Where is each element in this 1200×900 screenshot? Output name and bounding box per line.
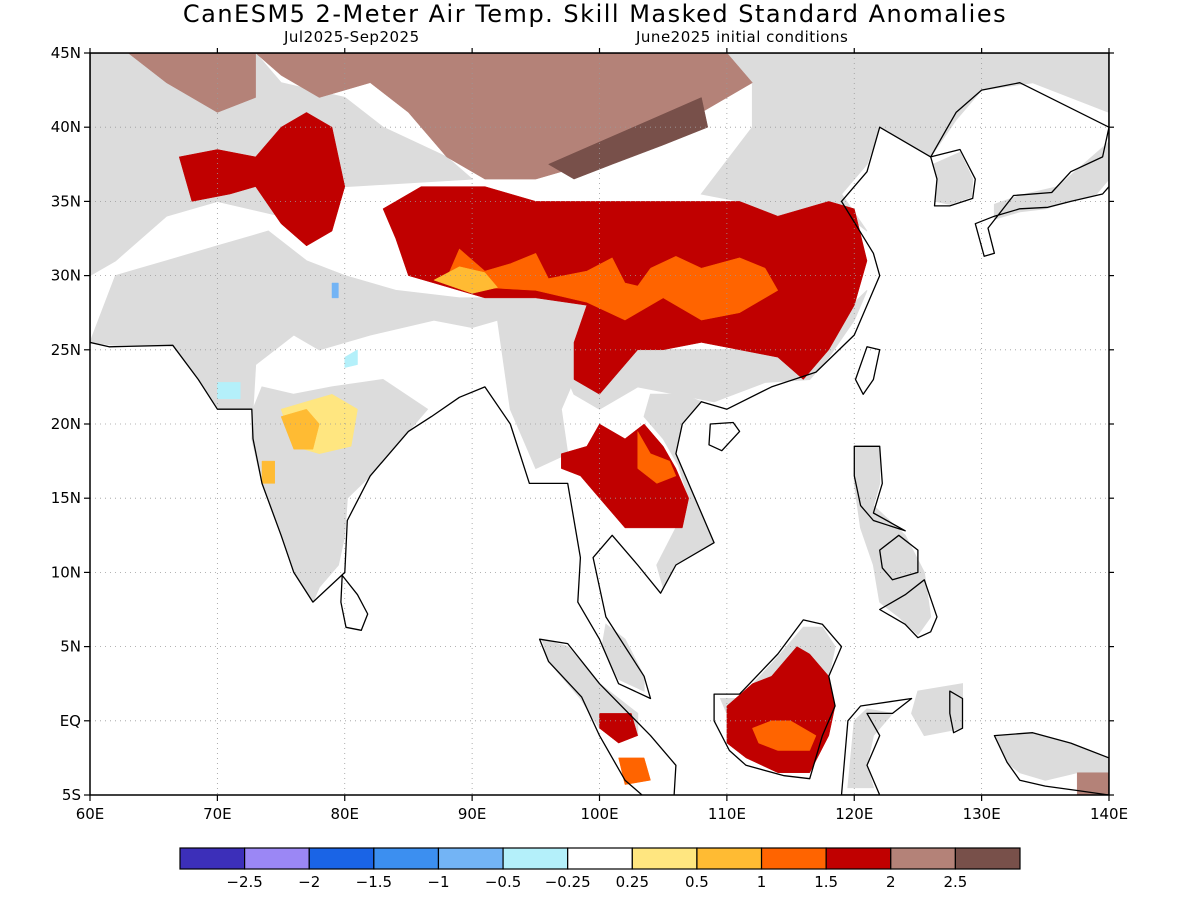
lon-tick-label: 100E — [580, 805, 618, 823]
colorbar-label: −2.5 — [226, 873, 262, 891]
plot-area — [90, 53, 1109, 795]
lon-tick-label: 90E — [458, 805, 487, 823]
lat-tick-label: 5N — [60, 638, 81, 656]
colorbar-swatch — [373, 847, 440, 870]
coastline — [340, 574, 369, 631]
lon-tick-label: 130E — [963, 805, 1001, 823]
colorbar-swatch — [244, 847, 310, 870]
lon-tick-label: 60E — [76, 805, 105, 823]
lat-tick-label: 25N — [51, 341, 81, 359]
colorbar-label: 1.5 — [814, 873, 838, 891]
lat-tick-label: 10N — [51, 563, 81, 581]
lon-tick-label: 140E — [1090, 805, 1128, 823]
lat-tick-label: 45N — [51, 44, 81, 62]
colorbar-swatch — [308, 847, 375, 870]
coastline — [930, 148, 976, 207]
coastline — [854, 346, 881, 395]
anomaly-region — [178, 112, 346, 247]
coastline — [974, 126, 1109, 257]
anomaly-region — [547, 97, 709, 180]
lat-tick-label: 15N — [51, 489, 81, 507]
lat-tick-label: 40N — [51, 118, 81, 136]
anomaly-region — [1076, 772, 1109, 795]
masked-land-region — [497, 304, 581, 470]
colorbar-swatch — [825, 847, 892, 870]
colorbar-label: −1.5 — [356, 873, 392, 891]
lon-tick-label: 70E — [203, 805, 232, 823]
colorbar-swatch — [437, 847, 504, 870]
anomaly-region — [752, 720, 817, 751]
anomaly-region — [446, 248, 779, 321]
anomaly-region — [280, 408, 320, 450]
masked-land-region — [599, 53, 1109, 232]
graticule — [90, 53, 1109, 795]
colorbar-swatch — [696, 847, 763, 870]
colorbar-swatch — [631, 847, 698, 870]
lat-tick-label: 30N — [51, 267, 81, 285]
colorbar-swatch — [890, 847, 956, 870]
forecast-period: Jul2025-Sep2025 — [284, 28, 420, 46]
anomaly-region — [331, 282, 339, 299]
map-title: CanESM5 2-Meter Air Temp. Skill Masked S… — [182, 0, 1008, 28]
lat-tick-label: 35N — [51, 192, 81, 210]
masked-land-region — [847, 708, 894, 789]
anomaly-region — [261, 460, 275, 484]
coastline — [949, 690, 964, 734]
lat-tick-label: EQ — [60, 712, 81, 730]
colorbar-label: 0.5 — [685, 873, 709, 891]
anomaly-region — [127, 53, 256, 113]
coastline — [713, 619, 843, 780]
lat-tick-label: 5S — [62, 786, 81, 804]
colorbar-label: 2 — [886, 873, 896, 891]
lon-tick-label: 110E — [708, 805, 746, 823]
anomaly-region — [561, 423, 689, 529]
coastline — [90, 53, 1109, 700]
colorbar-swatch — [760, 847, 827, 870]
coastline — [879, 534, 919, 581]
anomaly-region — [599, 713, 639, 744]
colorbar-label: −0.5 — [485, 873, 521, 891]
colorbar-label: −1 — [427, 873, 449, 891]
coastline-layer — [90, 53, 1109, 795]
lon-tick-label: 120E — [835, 805, 873, 823]
anomaly-region — [255, 53, 753, 180]
anomaly-region — [217, 382, 241, 400]
colorbar: −2.5 −2 −1.5 −1 −0.5 −0.25 0.25 0.5 1 1.5 2 2.5 — [179, 847, 1021, 891]
colorbar-swatch — [567, 847, 633, 870]
initial-conditions: June2025 initial conditions — [636, 28, 849, 46]
colorbar-swatch — [179, 847, 246, 870]
coastline — [538, 638, 677, 795]
anomaly-region — [637, 430, 677, 484]
colorbar-label: 1 — [757, 873, 767, 891]
colorbar-label: −0.25 — [545, 873, 591, 891]
coastline — [879, 579, 938, 639]
colorbar-label: 2.5 — [943, 873, 967, 891]
axis-ticks: 60E 70E 80E 90E 100E 110E 120E 130E 140E 45N 40N 35… — [51, 44, 1128, 823]
coastline — [993, 732, 1109, 795]
anomaly-region — [344, 349, 358, 368]
masked-land-region — [90, 230, 868, 410]
coastline — [853, 445, 906, 532]
colorbar-swatch — [954, 847, 1021, 870]
colorbar-label: −2 — [298, 873, 320, 891]
colorbar-swatch — [502, 847, 569, 870]
masked-land-region — [993, 141, 1109, 220]
anomaly-layer — [127, 53, 1109, 795]
coastline — [708, 421, 741, 452]
lat-tick-label: 20N — [51, 415, 81, 433]
coastline — [840, 697, 913, 795]
anomaly-region — [433, 266, 499, 294]
lon-tick-label: 80E — [330, 805, 359, 823]
colorbar-label: 0.25 — [616, 873, 649, 891]
